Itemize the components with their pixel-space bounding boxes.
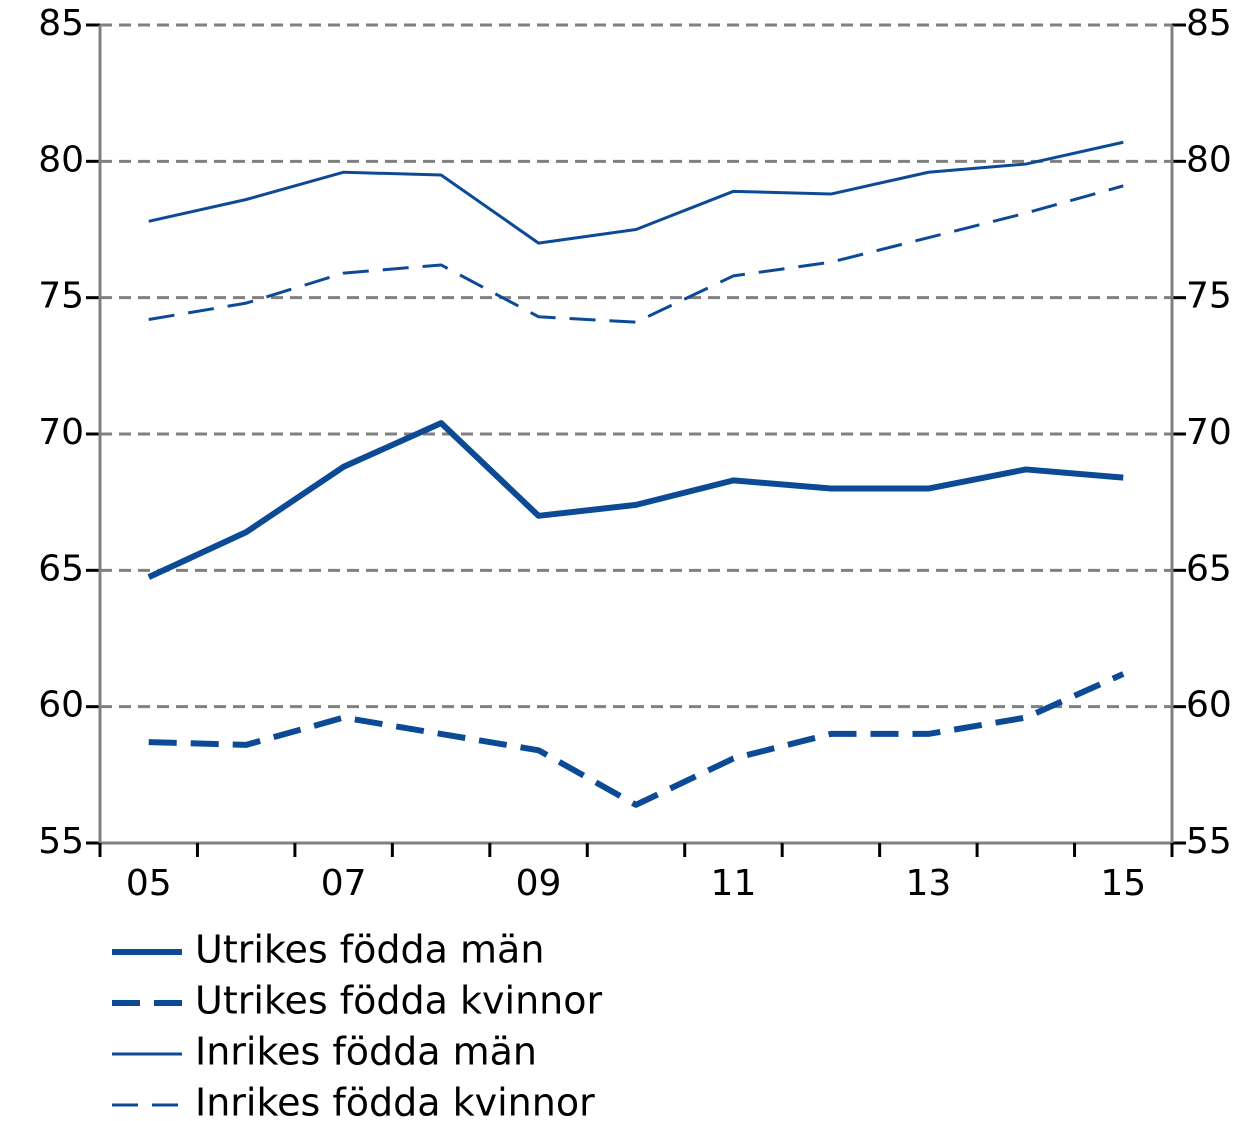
y2-tick-label: 60 [1186, 685, 1232, 726]
series-line [148, 140, 1124, 245]
y2-tick-label: 55 [1186, 821, 1232, 862]
x-tick-label: 15 [1100, 863, 1146, 904]
legend-label: Inrikes födda kvinnor [195, 1081, 595, 1121]
y-tick-label: 85 [38, 3, 84, 44]
series-line [147, 420, 1124, 580]
legend-label: Inrikes födda män [195, 1030, 537, 1074]
y-tick-label: 65 [38, 548, 84, 589]
x-tick-label: 13 [905, 863, 951, 904]
x-tick-label: 07 [321, 863, 367, 904]
y-tick-label: 60 [38, 685, 84, 726]
legend-label: Utrikes födda kvinnor [195, 979, 603, 1023]
series-line [148, 671, 1125, 808]
legend-label: Utrikes födda män [195, 928, 544, 972]
x-tick-label: 05 [126, 863, 172, 904]
x-tick-label: 11 [711, 863, 757, 904]
y2-tick-label: 80 [1186, 139, 1232, 180]
y-tick-label: 80 [38, 139, 84, 180]
y-tick-label: 75 [38, 276, 84, 317]
y2-tick-label: 65 [1186, 548, 1232, 589]
series-line [148, 184, 1124, 324]
y2-tick-label: 75 [1186, 276, 1232, 317]
y-tick-label: 70 [38, 412, 84, 453]
y2-tick-label: 70 [1186, 412, 1232, 453]
y2-tick-label: 85 [1186, 3, 1232, 44]
x-tick-label: 09 [516, 863, 562, 904]
y-tick-label: 55 [38, 821, 84, 862]
